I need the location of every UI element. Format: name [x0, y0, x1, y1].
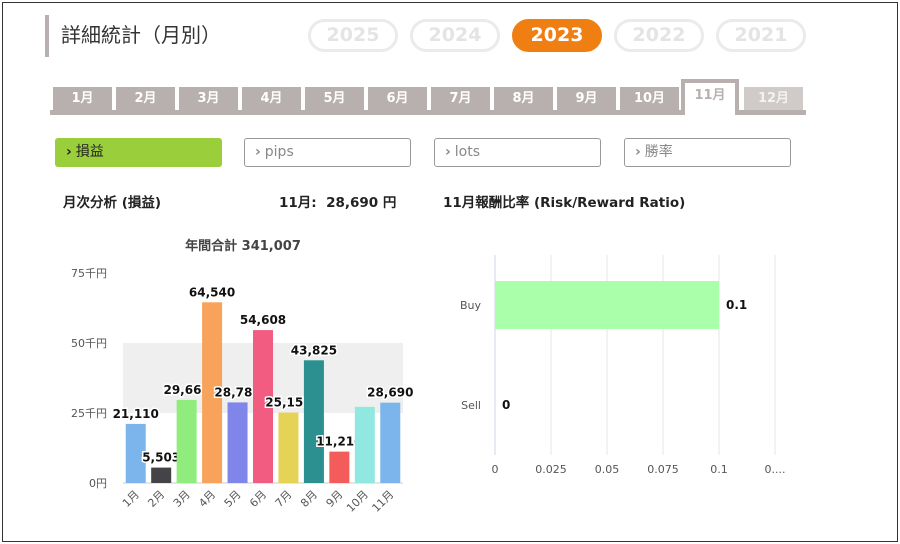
x-tick-label: 0.1: [710, 463, 728, 476]
bar: [227, 402, 248, 483]
bar: [151, 467, 172, 483]
y-tick-label: Sell: [461, 399, 481, 412]
tab-month-2[interactable]: 2月: [116, 87, 175, 110]
x-tick-label: 0....: [765, 463, 786, 476]
tab-month-3[interactable]: 3月: [179, 87, 238, 110]
bar: [278, 412, 299, 483]
year-pill-2024[interactable]: 2024: [410, 19, 500, 52]
y-tick-label: 75千円: [71, 267, 107, 280]
x-tick-label: 4月: [196, 488, 218, 510]
x-tick-label: 0.075: [647, 463, 679, 476]
monthly-value-line: 11月: 28,690 円: [279, 191, 396, 211]
metric-button-pips[interactable]: › pips: [244, 138, 411, 167]
data-label: 43,825: [291, 343, 337, 357]
data-label: 11,210: [316, 435, 362, 449]
data-label: 28,690: [367, 386, 413, 400]
tab-month-8[interactable]: 8月: [494, 87, 553, 110]
tab-month-11[interactable]: 11月: [681, 79, 739, 115]
x-tick-label: 10月: [344, 488, 371, 515]
x-tick-label: 9月: [324, 488, 346, 510]
chevron-right-icon: ›: [66, 144, 72, 160]
bar: [329, 451, 350, 483]
tab-month-4[interactable]: 4月: [242, 87, 301, 110]
y-tick-label: 25千円: [71, 407, 107, 420]
data-label: 25,157: [265, 396, 311, 410]
page-title: 詳細統計（月別）: [45, 15, 221, 57]
rr-ratio-title: 11月報酬比率 (Risk/Reward Ratio): [443, 195, 686, 211]
year-pill-2021[interactable]: 2021: [716, 19, 806, 52]
bar: [354, 406, 375, 483]
y-tick-label: Buy: [460, 299, 482, 312]
year-pill-2023[interactable]: 2023: [512, 19, 602, 52]
x-tick-label: 6月: [247, 488, 269, 510]
chevron-right-icon: ›: [255, 144, 261, 160]
data-label: 0: [502, 398, 510, 412]
monthly-value: 28,690 円: [326, 195, 397, 211]
tab-month-10[interactable]: 10月: [620, 87, 679, 110]
x-tick-label: 5月: [222, 488, 244, 510]
metric-button-winrate[interactable]: › 勝率: [624, 138, 791, 167]
bar: [495, 281, 719, 329]
bar: [176, 399, 197, 483]
metric-button-lots[interactable]: › lots: [434, 138, 601, 167]
risk-reward-chart: 0 0.025 0.05 0.075 0.1 0.... Buy 0.1 Sell 0: [460, 255, 786, 476]
monthly-profit-chart: 年間合計 341,007 0円 25千円 50千円 75千円 21,110 1月 5,503 2…: [71, 238, 413, 515]
y-tick-label: 0円: [89, 477, 107, 490]
data-label: 28,780: [214, 385, 260, 399]
metric-label: lots: [454, 144, 481, 160]
x-tick-label: 0: [492, 463, 499, 476]
year-pill-2022[interactable]: 2022: [614, 19, 704, 52]
data-label: 29,665: [163, 383, 209, 397]
year-pill-2025[interactable]: 2025: [308, 19, 398, 52]
data-label: 54,608: [240, 313, 286, 327]
x-tick-label: 7月: [273, 488, 295, 510]
bar: [253, 330, 273, 483]
bar: [125, 423, 146, 483]
tab-month-9[interactable]: 9月: [557, 87, 616, 110]
monthly-analysis-title: 月次分析 (損益): [63, 195, 162, 211]
x-tick-label: 0.025: [535, 463, 567, 476]
bar: [380, 402, 401, 483]
y-tick-label: 50千円: [71, 337, 107, 350]
tab-month-1[interactable]: 1月: [53, 87, 112, 110]
tab-month-6[interactable]: 6月: [368, 87, 427, 110]
metric-button-profit[interactable]: › 損益: [55, 138, 222, 167]
x-tick-label: 3月: [171, 488, 193, 510]
data-label: 64,540: [189, 285, 235, 299]
monthly-value-label: 11月:: [279, 195, 317, 211]
chevron-right-icon: ›: [445, 144, 451, 160]
bar: [202, 302, 223, 483]
metric-label: 勝率: [644, 144, 673, 160]
x-tick-label: 0.05: [595, 463, 620, 476]
bar: [303, 360, 324, 483]
tab-month-5[interactable]: 5月: [305, 87, 364, 110]
x-tick-label: 11月: [370, 488, 397, 515]
data-label: 5,503: [142, 451, 180, 465]
x-tick-label: 2月: [145, 488, 167, 510]
metric-label: pips: [264, 144, 294, 160]
month-tabs: 1月 2月 3月 4月 5月 6月 7月 8月 9月 10月 11月 12月: [50, 79, 806, 115]
chart-title: 年間合計 341,007: [185, 238, 301, 254]
data-label: 21,110: [113, 407, 159, 421]
x-tick-label: 1月: [120, 488, 142, 510]
data-label: 0.1: [726, 298, 747, 312]
chevron-right-icon: ›: [635, 144, 641, 160]
metric-label: 損益: [75, 144, 104, 160]
tab-month-7[interactable]: 7月: [431, 87, 490, 110]
tab-month-12[interactable]: 12月: [744, 87, 803, 110]
x-tick-label: 8月: [298, 488, 320, 510]
